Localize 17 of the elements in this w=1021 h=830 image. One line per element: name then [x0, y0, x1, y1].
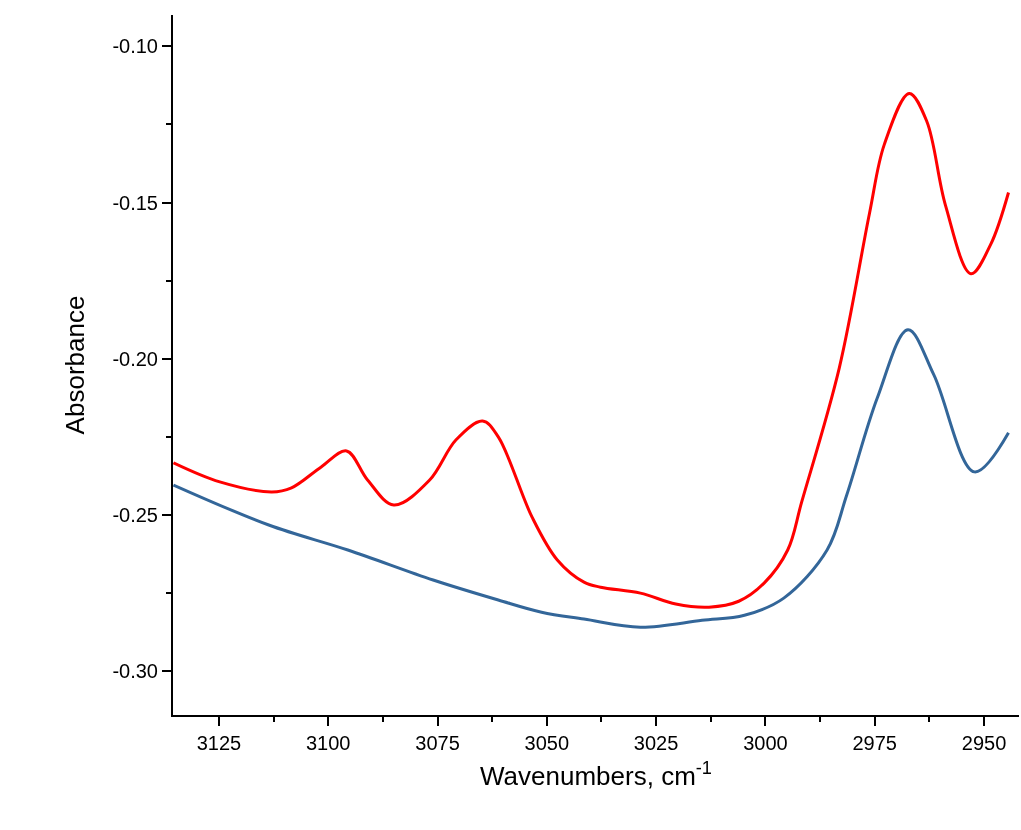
line-series — [173, 91, 1011, 609]
x-tick-label: 2975 — [852, 732, 897, 754]
y-tick-label: -0.30 — [112, 660, 158, 683]
y-tick-label: -0.25 — [112, 504, 158, 526]
line-series — [173, 328, 1011, 629]
y-axis-title: Absorbance — [60, 295, 91, 435]
x-tick-label: 3075 — [415, 732, 460, 754]
y-tick-label: -0.15 — [112, 191, 158, 214]
x-tick-label: 3125 — [196, 732, 242, 754]
x-tick-label: 3100 — [305, 732, 351, 754]
x-axis-title: Wavenumbers, cm$^{-1}$ — [480, 758, 712, 792]
x-tick-label: 2950 — [961, 732, 1007, 754]
x-tick-label: 3025 — [633, 732, 679, 754]
y-tick-label: -0.20 — [112, 347, 158, 370]
x-tick-label: 3050 — [524, 732, 570, 754]
x-tick-label: 3000 — [743, 732, 788, 754]
y-tick-label: -0.10 — [112, 35, 158, 58]
